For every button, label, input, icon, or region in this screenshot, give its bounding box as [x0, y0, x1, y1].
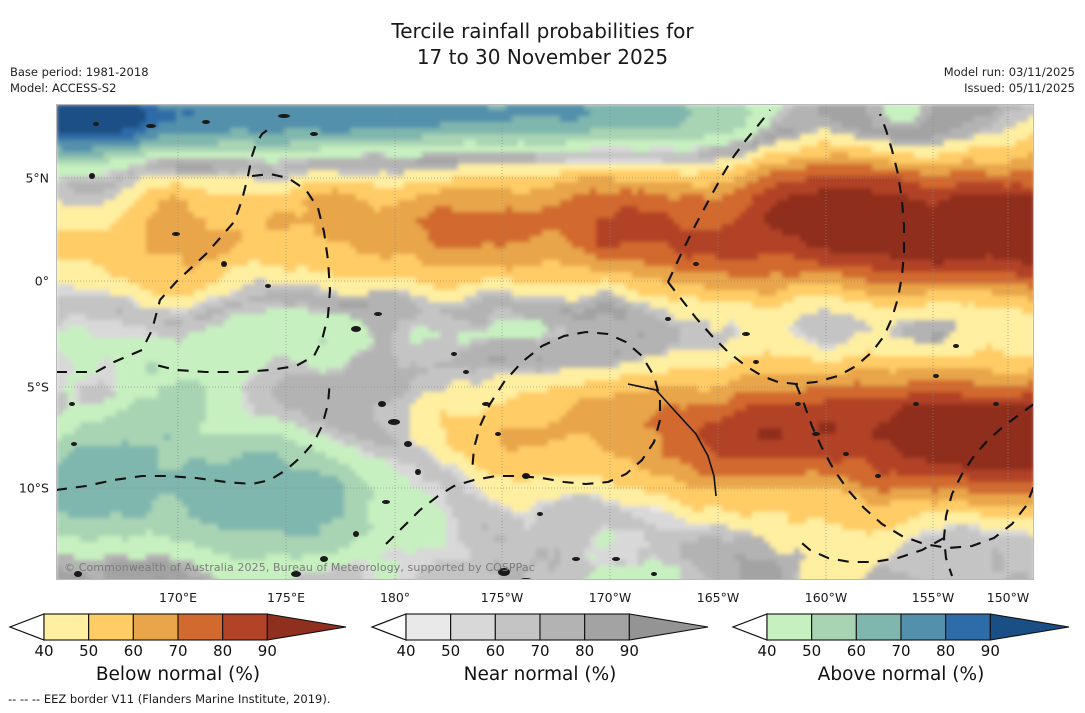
eez-legend-note: -- -- -- EEZ border V11 (Flanders Marine… — [8, 692, 331, 706]
colorbar-tick-label: 40 — [396, 642, 416, 660]
colorbar-title: Above normal (%) — [817, 664, 985, 685]
latitude-tick-label: 0° — [34, 273, 49, 289]
colorbar-tick-label: 50 — [802, 642, 822, 660]
longitude-tick-label: 165°W — [696, 590, 740, 605]
colorbar-tick-label: 90 — [619, 642, 639, 660]
colorbar-tick-label: 60 — [846, 642, 866, 660]
model-name-text: Model: ACCESS-S2 — [10, 81, 117, 95]
colorbar-over-arrow — [628, 613, 709, 641]
colorbar-tick-row: 40 50 60 70 80 90 — [370, 642, 710, 662]
model-metadata-right: Model run: 03/11/2025 Issued: 05/11/2025 — [944, 64, 1075, 96]
longitude-tick-label: 155°W — [911, 590, 955, 605]
colorbar-tick-label: 50 — [441, 642, 461, 660]
colorbar-under-arrow — [370, 613, 407, 641]
colorbar-title: Below normal (%) — [95, 664, 261, 685]
model-metadata-left: Base period: 1981-2018 Model: ACCESS-S2 — [10, 64, 149, 96]
longitude-tick-label: 160°W — [804, 590, 848, 605]
longitude-tick-label: 175°E — [266, 590, 306, 605]
colorbar-above-normal: 40 50 60 70 80 90 Above normal (%) — [731, 612, 1071, 708]
colorbar-tick-label: 50 — [79, 642, 99, 660]
colorbar-tick-label: 60 — [123, 642, 143, 660]
latitude-tick-label: 10°S — [18, 480, 49, 496]
probability-contour-field — [56, 104, 1034, 580]
colorbar-tick-label: 40 — [757, 642, 777, 660]
colorbar-under-arrow — [731, 613, 768, 641]
colorbar-tick-label: 80 — [936, 642, 956, 660]
base-period-text: Base period: 1981-2018 — [10, 65, 149, 79]
longitude-tick-label: 170°E — [158, 590, 198, 605]
colorbar-tick-label: 70 — [168, 642, 188, 660]
issued-text: Issued: 05/11/2025 — [964, 81, 1075, 95]
longitude-tick-label: 150°W — [986, 590, 1030, 605]
colorbar-tick-row: 40 50 60 70 80 90 — [8, 642, 348, 662]
colorbar-tick-row: 40 50 60 70 80 90 — [731, 642, 1071, 662]
longitude-tick-label: 170°W — [588, 590, 632, 605]
colorbar-over-arrow — [989, 613, 1070, 641]
longitude-tick-label: 180° — [379, 590, 411, 605]
map-credit: © Commonwealth of Australia 2025, Bureau… — [64, 561, 535, 574]
latitude-tick-label: 5°S — [26, 379, 49, 395]
colorbar-title: Near normal (%) — [463, 664, 617, 685]
colorbar-tick-label: 80 — [575, 642, 595, 660]
colorbar-under-arrow — [8, 613, 45, 641]
colorbar-tick-label: 80 — [213, 642, 233, 660]
map-canvas[interactable]: © Commonwealth of Australia 2025, Bureau… — [56, 104, 1034, 580]
latitude-tick-label: 5°N — [25, 170, 49, 186]
colorbar-tick-label: 70 — [891, 642, 911, 660]
colorbar-below-normal: 40 50 60 70 80 90 Below normal (%) — [8, 612, 348, 708]
colorbar-tick-label: 70 — [530, 642, 550, 660]
colorbar-tick-label: 90 — [257, 642, 277, 660]
colorbar-tick-label: 60 — [485, 642, 505, 660]
model-run-text: Model run: 03/11/2025 — [943, 65, 1075, 79]
colorbar-over-arrow — [266, 613, 347, 641]
colorbar-tick-label: 40 — [34, 642, 54, 660]
colorbar-tick-label: 90 — [980, 642, 1000, 660]
colorbar-near-normal: 40 50 60 70 80 90 Near normal (%) — [370, 612, 710, 708]
longitude-tick-label: 175°W — [480, 590, 524, 605]
page-title: Tercile rainfall probabilities for 17 to… — [391, 19, 694, 69]
